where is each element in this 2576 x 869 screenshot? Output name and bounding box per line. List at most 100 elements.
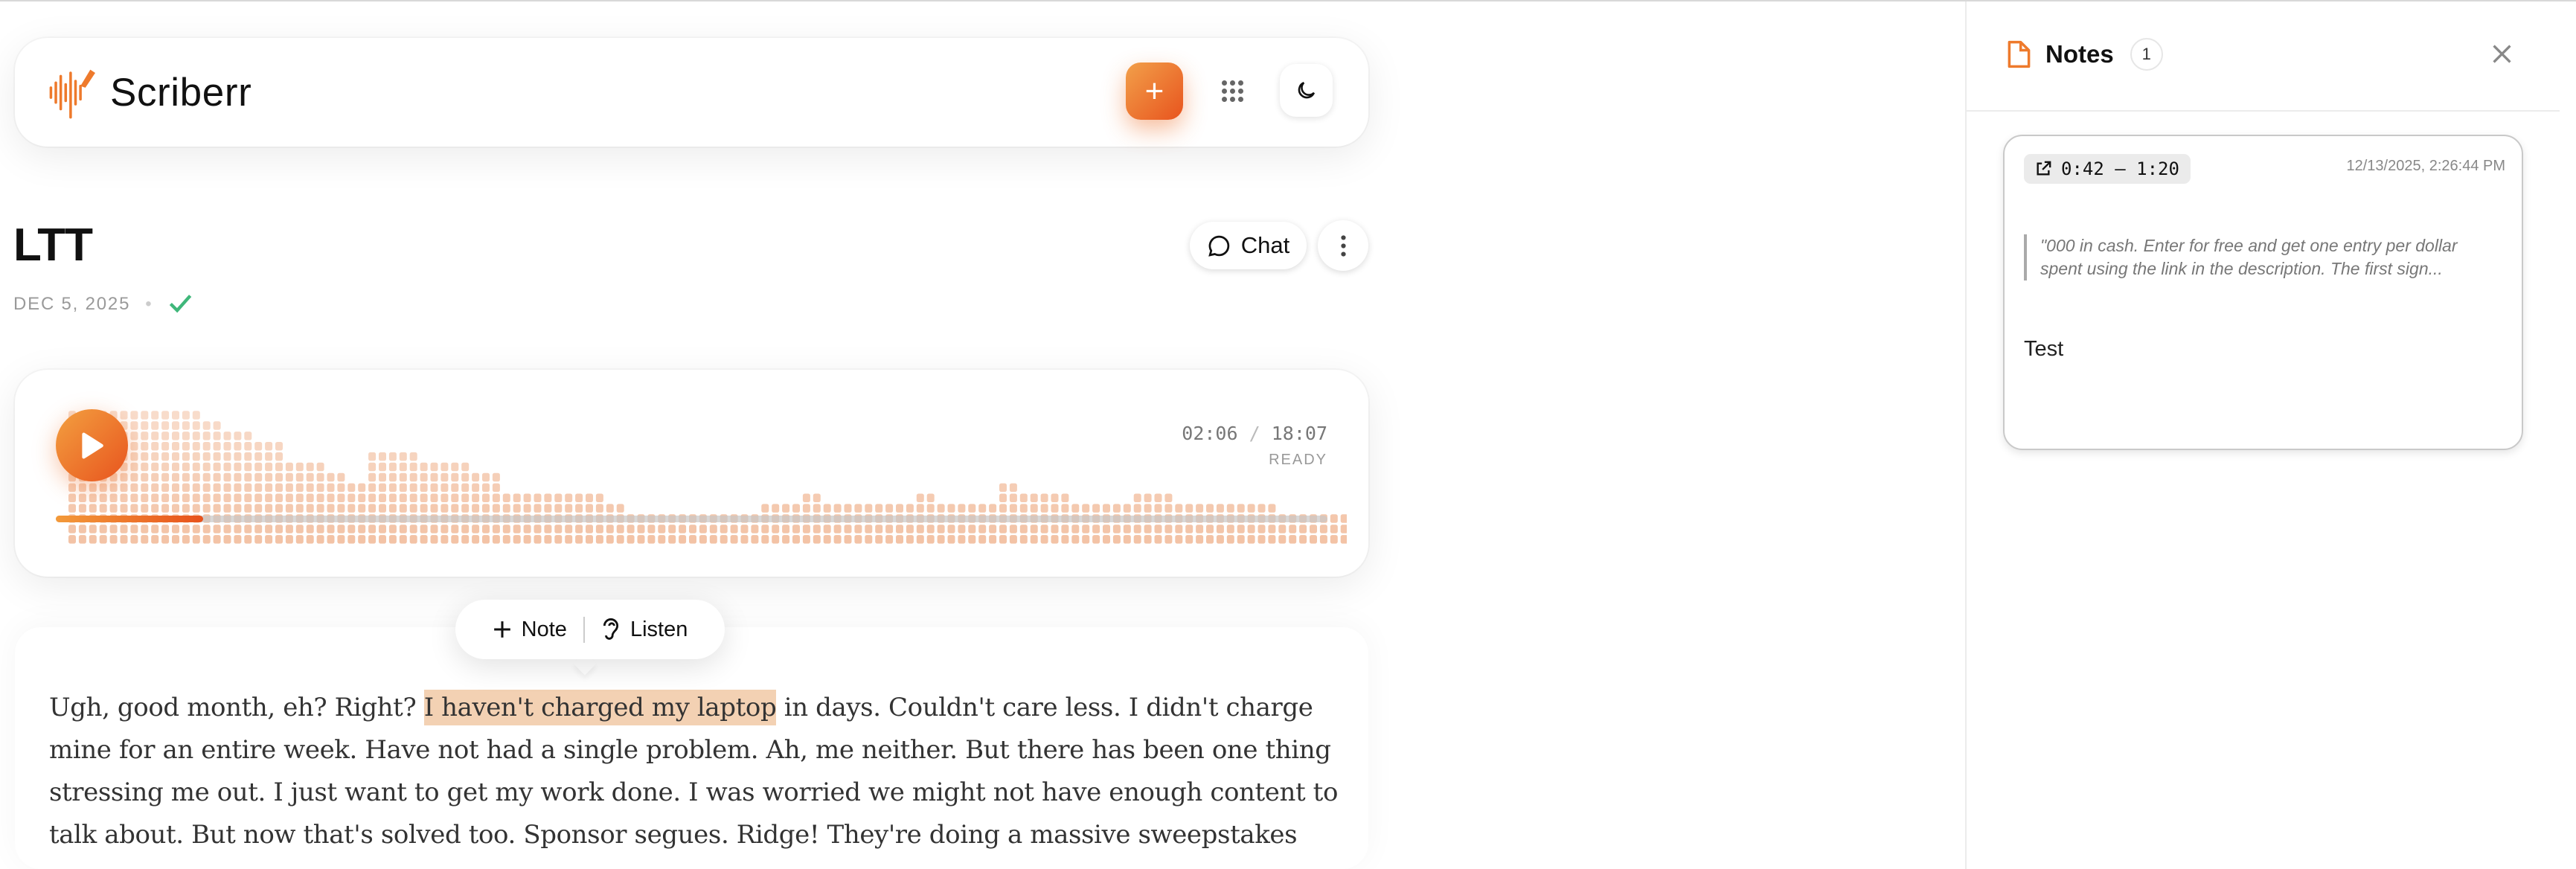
waveform-cell (947, 525, 955, 533)
waveform-cell (720, 525, 728, 533)
top-bar: Scriberr + (15, 38, 1368, 147)
close-notes-button[interactable] (2489, 41, 2515, 67)
waveform-cell (813, 504, 821, 513)
waveform-cell (327, 493, 335, 502)
waveform-cell (730, 535, 738, 544)
apps-grid-button[interactable] (1216, 74, 1249, 107)
waveform-cell (461, 493, 470, 502)
waveform-cell (679, 525, 687, 533)
waveform-cell (802, 525, 810, 533)
waveform-cell (668, 535, 676, 544)
note-time-range-link[interactable]: 0:42 – 1:20 (2024, 154, 2191, 184)
waveform-cell (823, 525, 831, 533)
waveform-cell (306, 535, 314, 544)
waveform-cell (172, 462, 179, 472)
waveform-cell (130, 452, 138, 461)
waveform-cell (502, 504, 510, 513)
notes-title: Notes (2045, 40, 2114, 68)
check-icon (170, 295, 192, 313)
play-button[interactable] (56, 409, 128, 481)
theme-toggle-button[interactable] (1280, 64, 1333, 117)
note-card[interactable]: 0:42 – 1:20 12/13/2025, 2:26:44 PM "000 … (2003, 135, 2523, 450)
waveform-cell (586, 525, 593, 533)
waveform-cell (668, 525, 676, 533)
waveform-cell (306, 472, 314, 482)
waveform-cell (161, 462, 170, 472)
waveform-cell (1092, 525, 1100, 533)
waveform[interactable] (49, 408, 1347, 545)
progress-bar[interactable] (56, 516, 1327, 522)
waveform-cell (285, 472, 293, 482)
waveform-cell (223, 472, 231, 482)
chat-button[interactable]: Chat (1190, 222, 1307, 269)
audio-player: 02:06 / 18:07 READY (15, 370, 1368, 577)
waveform-cell (554, 535, 563, 544)
waveform-cell (947, 504, 955, 513)
waveform-cell (254, 472, 263, 482)
selected-text[interactable]: I haven't charged my laptop (423, 690, 777, 725)
waveform-cell (1154, 525, 1162, 533)
logo[interactable]: Scriberr (48, 66, 251, 119)
waveform-cell (968, 535, 976, 544)
waveform-cell (1040, 493, 1048, 502)
waveform-cell (161, 472, 170, 482)
waveform-cell (120, 493, 128, 502)
waveform-cell (1216, 504, 1224, 513)
waveform-cell (740, 535, 749, 544)
transcript-text[interactable]: Ugh, good month, eh? Right? I haven't ch… (49, 687, 1351, 856)
waveform-cell (1289, 525, 1297, 533)
waveform-cell (337, 472, 345, 482)
waveform-cell (368, 493, 377, 502)
waveform-cell (120, 525, 128, 533)
waveform-cell (472, 504, 480, 513)
waveform-cell (616, 504, 624, 513)
waveform-cell (958, 525, 966, 533)
waveform-cell (647, 525, 656, 533)
waveform-cell (265, 504, 273, 513)
waveform-cell (1144, 535, 1152, 544)
waveform-cell (141, 411, 149, 420)
waveform-cell (1009, 504, 1017, 513)
quote-line: spent using the link in the description.… (2040, 259, 2443, 278)
waveform-cell (440, 472, 449, 482)
waveform-cell (213, 452, 221, 461)
waveform-cell (151, 421, 159, 430)
add-button[interactable]: + (1126, 62, 1183, 120)
waveform-cell (1103, 535, 1110, 544)
waveform-cell (78, 493, 86, 502)
waveform-cell (482, 472, 490, 482)
waveform-cell (958, 504, 966, 513)
waveform-cell (926, 493, 935, 502)
waveform-cell (151, 535, 159, 544)
waveform-cell (989, 504, 997, 513)
waveform-cell (265, 483, 273, 493)
waveform-cell (772, 504, 780, 513)
waveform-cell (1206, 535, 1214, 544)
waveform-cell (575, 525, 583, 533)
waveform-cell (802, 504, 810, 513)
waveform-cell (316, 525, 324, 533)
waveform-cell (295, 483, 304, 493)
waveform-cell (1019, 525, 1028, 533)
waveform-cell (234, 452, 242, 461)
waveform-cell (347, 525, 356, 533)
add-note-button[interactable]: Note (493, 618, 567, 642)
waveform-cell (492, 504, 500, 513)
waveform-cell (99, 483, 107, 493)
waveform-cell (1278, 525, 1287, 533)
waveform-cell (89, 525, 97, 533)
waveform-cell (368, 462, 377, 472)
waveform-cell (295, 493, 304, 502)
waveform-cell (1196, 504, 1204, 513)
waveform-cell (1030, 493, 1038, 502)
waveform-cell (906, 535, 914, 544)
waveform-cell (1009, 493, 1017, 502)
transcript-segment: Ugh, good month, eh? Right? (49, 693, 424, 722)
waveform-cell (1092, 535, 1100, 544)
waveform-cell (502, 493, 510, 502)
divider (1967, 110, 2560, 112)
waveform-cell (420, 525, 428, 533)
more-options-button[interactable] (1318, 220, 1368, 271)
waveform-cell (379, 493, 386, 502)
listen-button[interactable]: Listen (601, 618, 688, 642)
